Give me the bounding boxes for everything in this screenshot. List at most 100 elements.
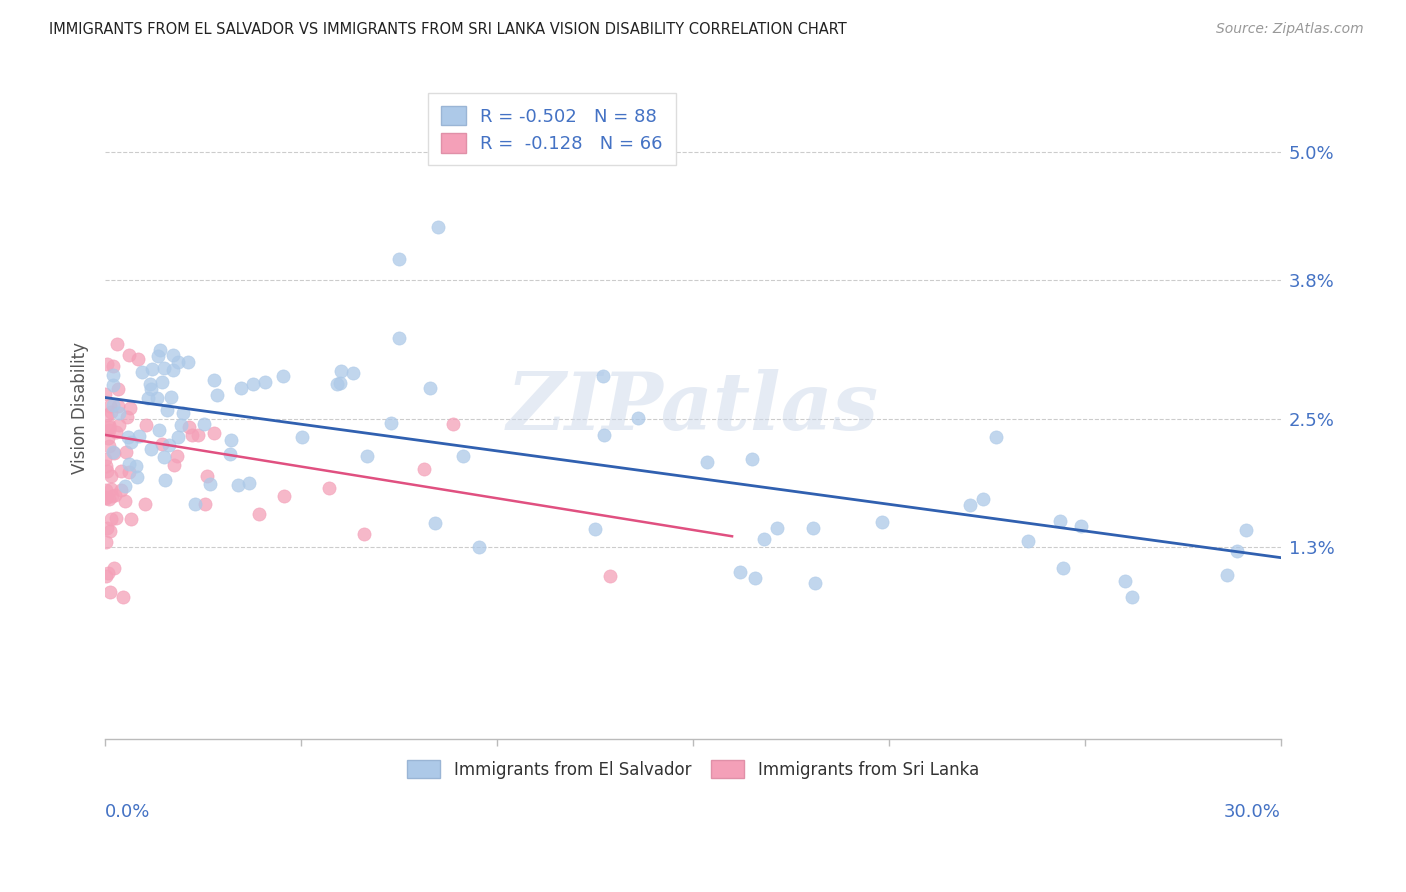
Point xyxy=(162,363,184,377)
Point xyxy=(198,476,221,491)
Point xyxy=(218,446,240,460)
Point xyxy=(219,433,242,447)
Point xyxy=(96,521,118,535)
Point xyxy=(156,402,179,417)
Point xyxy=(96,408,118,422)
Point xyxy=(101,368,124,382)
Point xyxy=(100,404,122,418)
Point xyxy=(107,399,129,413)
Text: Source: ZipAtlas.com: Source: ZipAtlas.com xyxy=(1216,22,1364,37)
Point xyxy=(100,468,122,483)
Point xyxy=(120,434,142,449)
Point xyxy=(108,417,131,432)
Point xyxy=(97,420,120,434)
Point xyxy=(1017,533,1039,548)
Point xyxy=(226,477,249,491)
Point xyxy=(1049,514,1071,528)
Point xyxy=(110,483,132,497)
Point xyxy=(592,369,614,384)
Point xyxy=(195,469,218,483)
Point xyxy=(101,489,124,503)
Point xyxy=(1226,544,1249,558)
Point xyxy=(97,491,120,506)
Point xyxy=(1121,590,1143,604)
Point xyxy=(117,429,139,443)
Point xyxy=(131,365,153,379)
Point xyxy=(94,569,117,583)
Point xyxy=(205,388,228,402)
Y-axis label: Vision Disability: Vision Disability xyxy=(72,343,89,475)
Point xyxy=(114,494,136,508)
Point xyxy=(177,355,200,369)
Point xyxy=(984,429,1007,443)
Point xyxy=(128,428,150,442)
Point xyxy=(153,360,176,375)
Point xyxy=(115,445,138,459)
Point xyxy=(94,458,117,473)
Point xyxy=(94,483,117,498)
Point xyxy=(97,438,120,452)
Point xyxy=(1070,519,1092,533)
Point xyxy=(801,521,824,535)
Point xyxy=(329,376,352,391)
Point xyxy=(150,437,173,451)
Point xyxy=(108,406,131,420)
Point xyxy=(388,331,411,345)
Point xyxy=(425,516,447,531)
Point xyxy=(752,532,775,546)
Point xyxy=(105,511,128,525)
Point xyxy=(97,431,120,445)
Point xyxy=(98,418,121,433)
Point xyxy=(441,417,464,431)
Point xyxy=(166,430,188,444)
Point xyxy=(118,348,141,362)
Point xyxy=(972,491,994,506)
Point xyxy=(118,465,141,479)
Point xyxy=(166,354,188,368)
Point xyxy=(273,489,295,503)
Point xyxy=(583,522,606,536)
Point xyxy=(1114,574,1136,588)
Point xyxy=(418,381,440,395)
Point xyxy=(94,452,117,467)
Point xyxy=(146,392,169,406)
Point xyxy=(139,382,162,396)
Point xyxy=(104,488,127,502)
Point xyxy=(162,348,184,362)
Point xyxy=(318,481,340,495)
Point xyxy=(592,427,614,442)
Point xyxy=(238,475,260,490)
Point xyxy=(94,490,117,504)
Text: IMMIGRANTS FROM EL SALVADOR VS IMMIGRANTS FROM SRI LANKA VISION DISABILITY CORRE: IMMIGRANTS FROM EL SALVADOR VS IMMIGRANT… xyxy=(49,22,846,37)
Point xyxy=(380,417,402,431)
Point xyxy=(388,252,411,266)
Point xyxy=(125,469,148,483)
Point xyxy=(870,515,893,529)
Point xyxy=(98,585,121,599)
Point xyxy=(356,449,378,463)
Point xyxy=(96,357,118,371)
Point xyxy=(253,375,276,389)
Point xyxy=(766,521,789,535)
Point xyxy=(187,428,209,442)
Point xyxy=(353,527,375,541)
Point xyxy=(155,473,177,487)
Point xyxy=(157,438,180,452)
Point xyxy=(468,540,491,554)
Point xyxy=(94,491,117,505)
Point xyxy=(249,507,271,521)
Point xyxy=(103,446,125,460)
Point xyxy=(242,377,264,392)
Point xyxy=(329,364,352,378)
Point xyxy=(451,449,474,463)
Point xyxy=(134,497,156,511)
Point xyxy=(101,398,124,412)
Point xyxy=(96,465,118,479)
Point xyxy=(127,352,149,367)
Point xyxy=(98,524,121,539)
Point xyxy=(160,390,183,404)
Point xyxy=(1234,523,1257,537)
Point xyxy=(120,512,142,526)
Point xyxy=(291,430,314,444)
Point xyxy=(135,417,157,432)
